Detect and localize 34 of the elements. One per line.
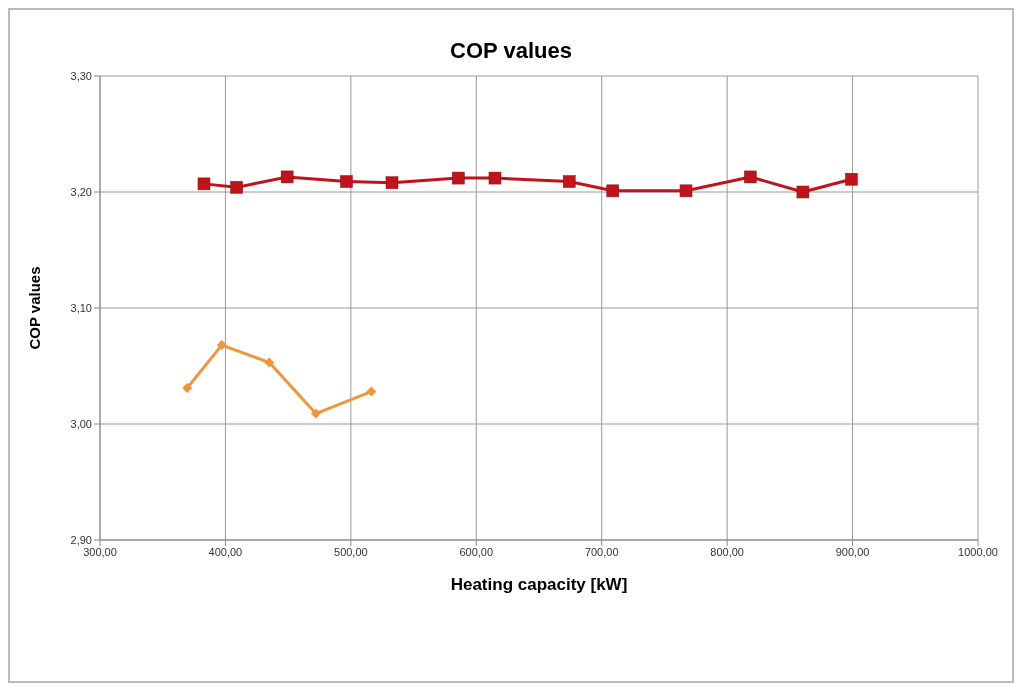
- point: [562, 175, 576, 188]
- point: [340, 175, 353, 188]
- point: [606, 184, 619, 198]
- point: [216, 340, 227, 351]
- point: [182, 383, 193, 394]
- y-axis-title: COP values: [26, 266, 44, 350]
- point: [264, 357, 275, 368]
- point: [845, 172, 858, 186]
- point: [366, 386, 377, 397]
- x-tick-label: 900,00: [835, 545, 870, 558]
- point: [230, 181, 243, 194]
- point: [385, 176, 399, 189]
- x-axis-title: Heating capacity [kW]: [450, 575, 628, 594]
- point: [310, 408, 321, 419]
- x-tick-label: 1000,00: [958, 545, 998, 558]
- point: [488, 171, 502, 185]
- y-tick-label: 3,30: [70, 69, 92, 82]
- point: [744, 170, 757, 184]
- y-tick-label: 3,00: [70, 417, 92, 430]
- x-tick-label: 300,00: [83, 545, 117, 558]
- y-tick-label: 2,90: [70, 533, 92, 546]
- point: [796, 185, 810, 199]
- x-tick-label: 600,00: [459, 545, 494, 558]
- point: [679, 184, 693, 198]
- chart-title: COP values: [449, 38, 573, 64]
- point: [197, 177, 211, 191]
- y-tick-label: 3,10: [70, 301, 92, 314]
- x-tick-label: 700,00: [584, 545, 619, 558]
- point: [280, 170, 294, 184]
- x-tick-label: 500,00: [334, 545, 368, 558]
- x-tick-label: 800,00: [710, 545, 744, 558]
- y-tick-label: 3,20: [70, 185, 92, 198]
- point: [452, 171, 465, 185]
- x-tick-label: 400,00: [208, 545, 243, 558]
